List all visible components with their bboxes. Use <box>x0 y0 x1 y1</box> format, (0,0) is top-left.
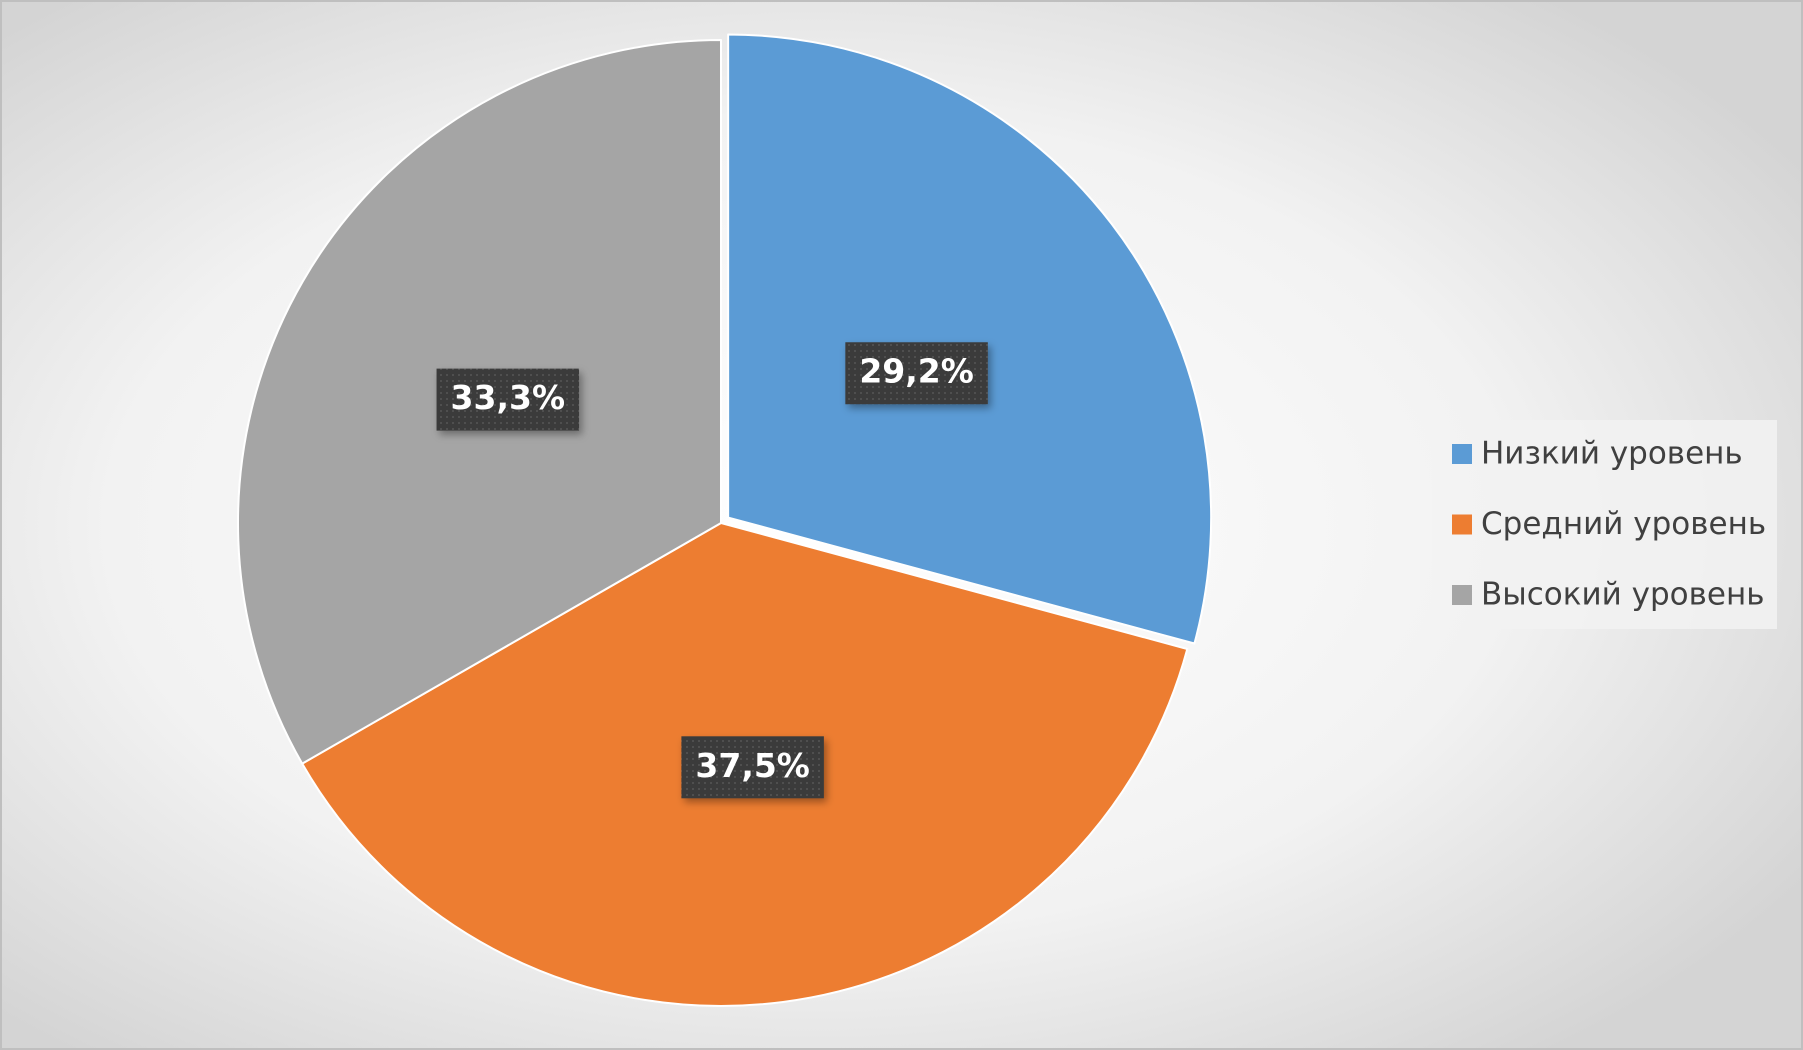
legend-label: Высокий уровень <box>1481 577 1765 613</box>
legend-swatch <box>1452 514 1472 535</box>
legend-swatch <box>1452 444 1472 464</box>
legend-label: Низкий уровень <box>1481 436 1743 472</box>
data-label-box <box>681 736 824 799</box>
data-labels: 29,2% 37,5% 33,3% <box>436 342 988 799</box>
data-label: 37,5% <box>695 746 810 785</box>
data-label-box <box>845 342 988 405</box>
pie-slice <box>727 33 1213 645</box>
data-label: 33,3% <box>451 378 566 417</box>
legend-label: Средний уровень <box>1481 506 1766 542</box>
legend-swatch <box>1452 585 1472 605</box>
data-label-box <box>436 368 580 431</box>
data-label: 29,2% <box>859 352 974 391</box>
legend-box <box>1432 420 1777 629</box>
legend: Низкий уровень Средний уровень Высокий уро… <box>1452 436 1766 613</box>
